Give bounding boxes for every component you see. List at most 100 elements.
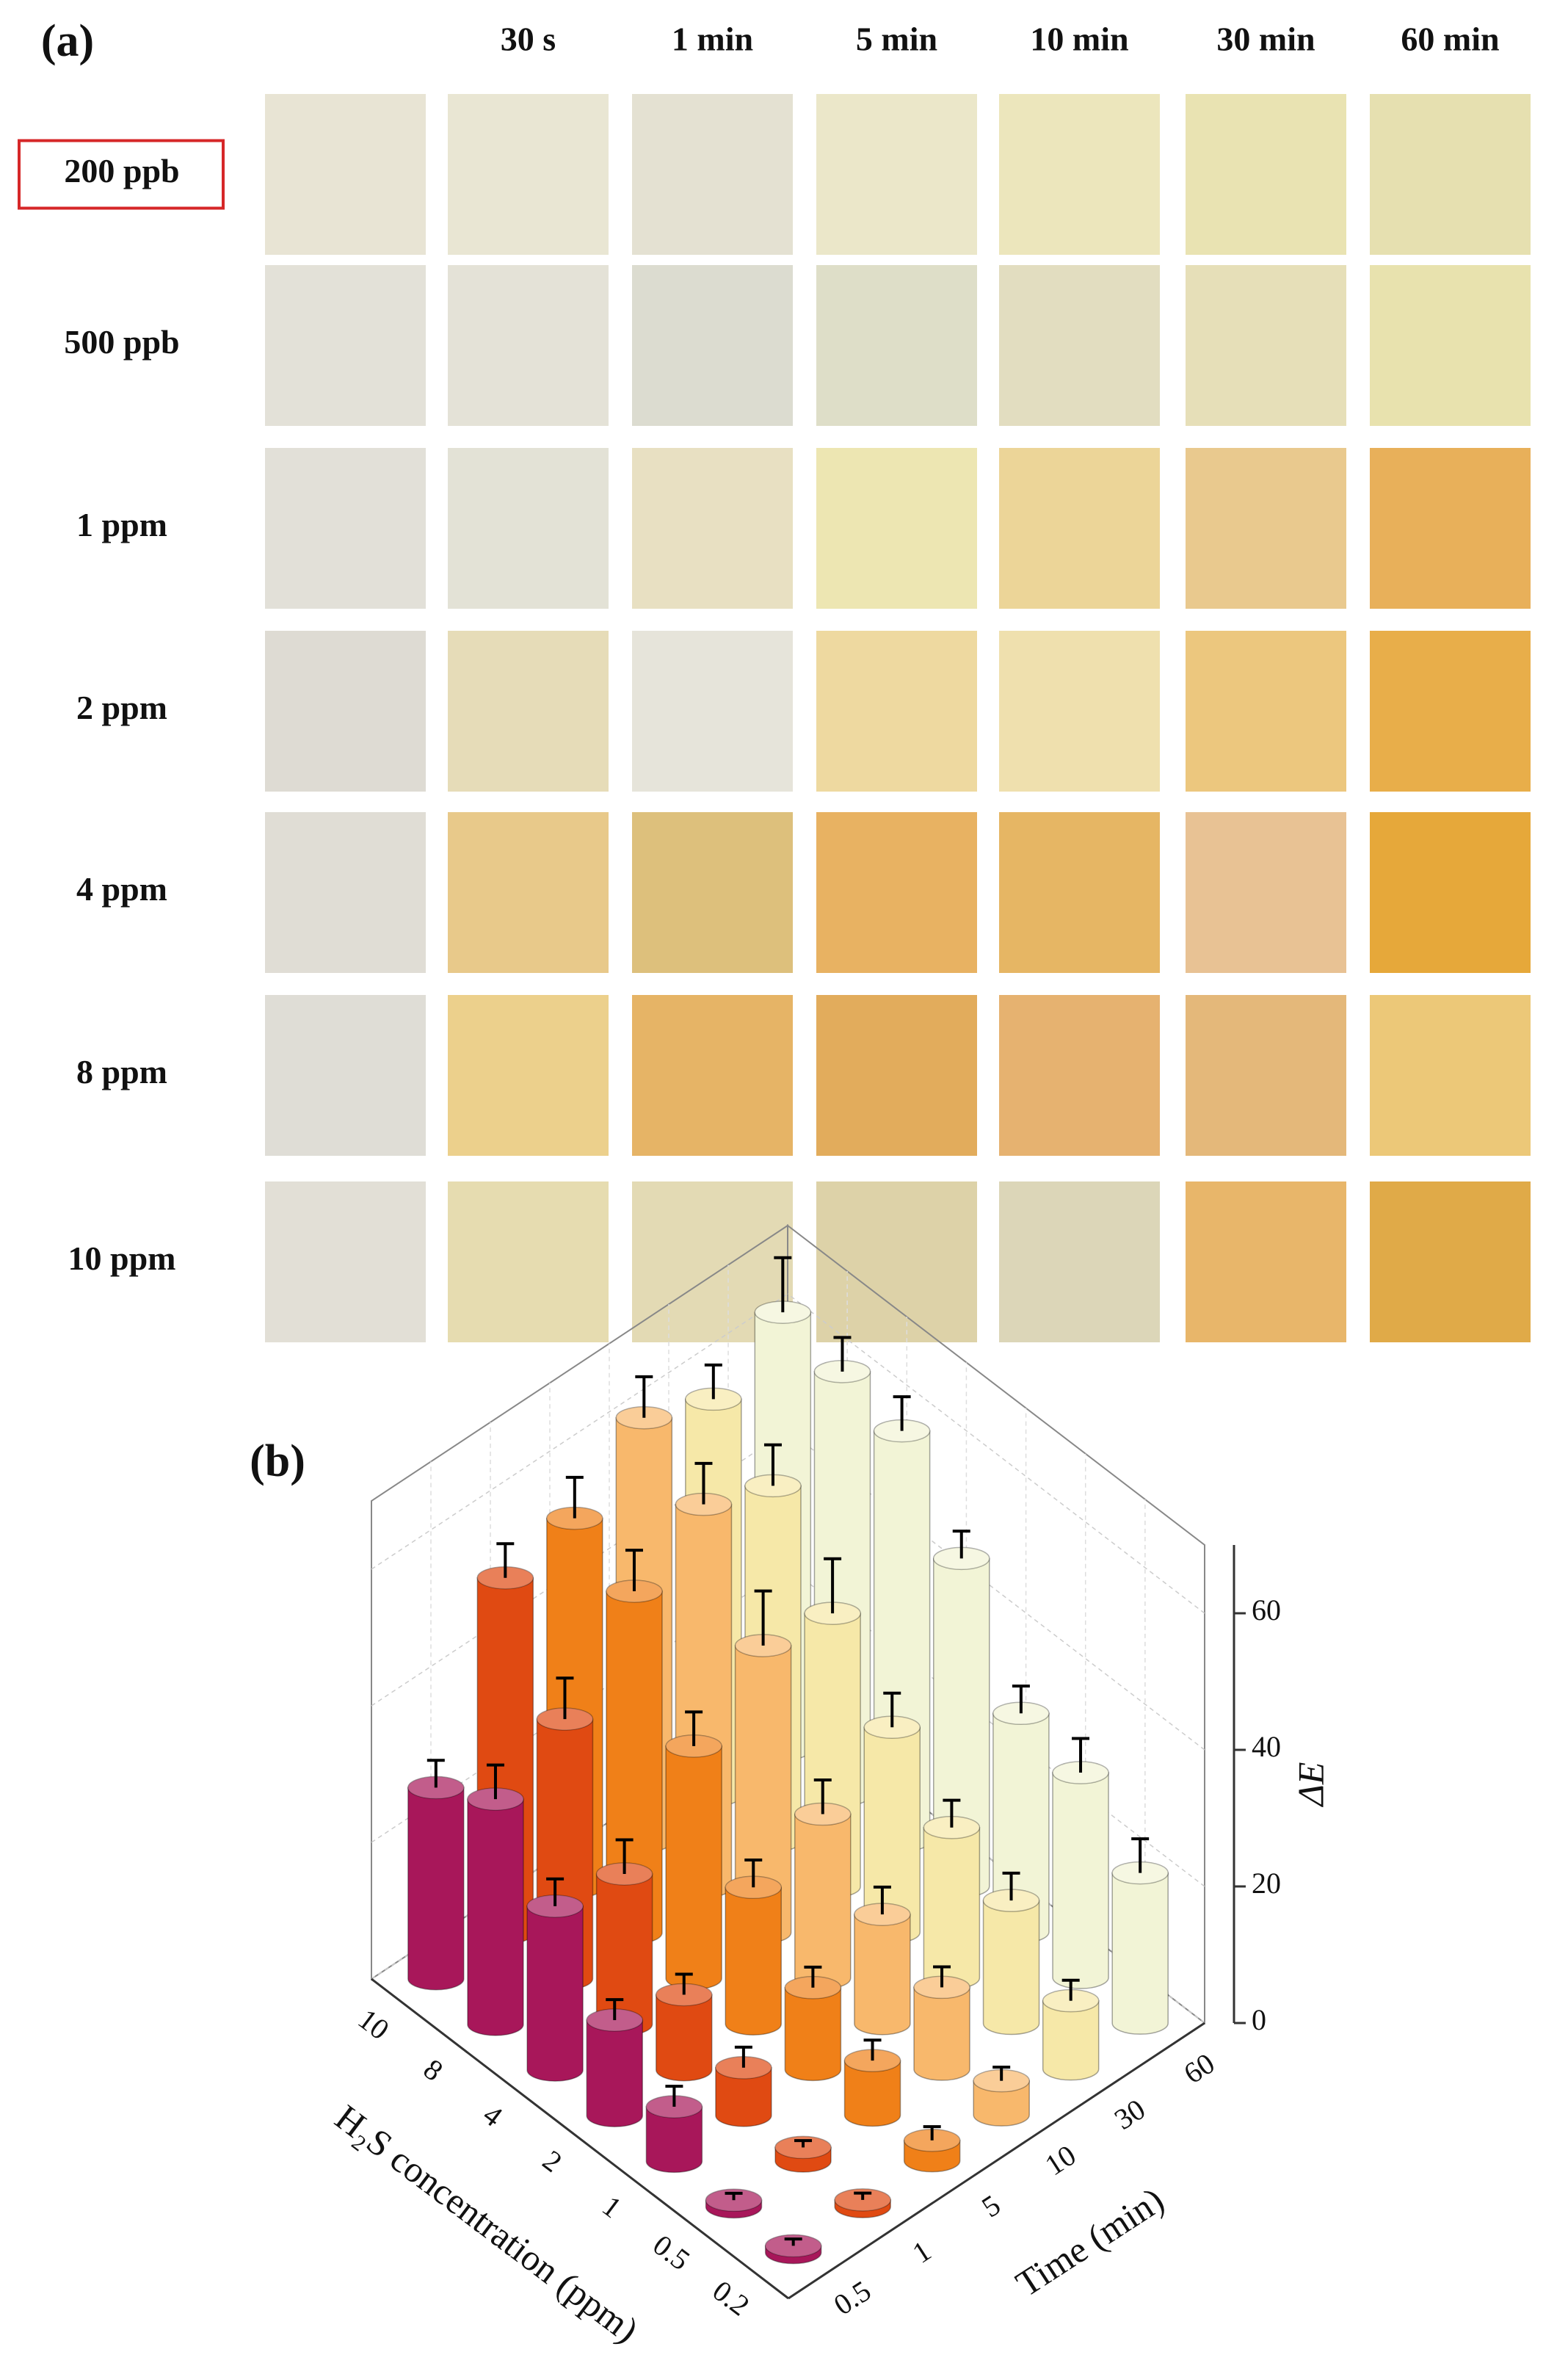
swatch xyxy=(1370,631,1531,792)
swatch xyxy=(1186,1182,1346,1342)
swatch xyxy=(1186,631,1346,792)
depth-tick-label: 1 xyxy=(907,2234,937,2270)
depth-tick-label: 60 xyxy=(1177,2047,1220,2091)
swatch xyxy=(448,1182,609,1342)
highlight-box xyxy=(18,139,225,210)
row-label: 1 ppm xyxy=(76,506,167,543)
swatch xyxy=(632,812,793,973)
y-tick-label: 0 xyxy=(1252,2003,1266,2036)
depth-tick-label: 5 xyxy=(976,2188,1006,2224)
column-header: 60 min xyxy=(1401,21,1499,58)
swatch xyxy=(632,94,793,255)
swatch xyxy=(999,631,1160,792)
bar xyxy=(665,1745,722,1990)
swatch xyxy=(816,265,977,426)
swatch xyxy=(265,1182,426,1342)
column-header: 1 min xyxy=(672,21,753,58)
panel-label: (b) xyxy=(250,1436,305,1486)
swatch xyxy=(999,94,1160,255)
bar xyxy=(407,1787,465,1991)
bar xyxy=(467,1798,524,2036)
row-label: 8 ppm xyxy=(76,1053,167,1090)
x-tick-label: 1 xyxy=(596,2189,628,2224)
swatch xyxy=(632,631,793,792)
bar xyxy=(1111,1872,1169,2035)
swatch xyxy=(1370,448,1531,609)
swatch xyxy=(816,995,977,1156)
swatch xyxy=(999,812,1160,973)
swatch xyxy=(448,812,609,973)
swatch xyxy=(1186,94,1346,255)
swatch xyxy=(632,265,793,426)
y-tick-label: 20 xyxy=(1252,1867,1281,1900)
grid-line xyxy=(787,1293,1205,1614)
swatch xyxy=(632,448,793,609)
swatch xyxy=(1186,812,1346,973)
x-tick-label: 0.2 xyxy=(707,2273,756,2322)
depth-axis-title: Time (min) xyxy=(1009,2179,1171,2304)
row-label: 10 ppm xyxy=(68,1240,176,1277)
swatch xyxy=(265,94,426,255)
swatch xyxy=(265,631,426,792)
x-axis-title: H₂S concentration (ppm) xyxy=(328,2096,647,2351)
swatch xyxy=(265,265,426,426)
bar xyxy=(794,1813,852,1990)
swatch xyxy=(448,995,609,1156)
bar xyxy=(843,2060,901,2127)
bar xyxy=(1042,2000,1100,2081)
swatch xyxy=(816,631,977,792)
bar xyxy=(715,2067,772,2127)
swatch xyxy=(1370,1182,1531,1342)
swatch xyxy=(999,448,1160,609)
bar xyxy=(725,1886,782,2035)
bar xyxy=(973,2080,1030,2127)
x-tick-label: 2 xyxy=(537,2143,568,2179)
swatch xyxy=(816,812,977,973)
x-tick-label: 8 xyxy=(418,2052,449,2088)
bar xyxy=(854,1914,911,2035)
swatch xyxy=(632,995,793,1156)
swatch xyxy=(265,448,426,609)
column-header: 10 min xyxy=(1030,21,1128,58)
bar xyxy=(923,1827,981,1990)
swatch xyxy=(265,812,426,973)
panel-label: (a) xyxy=(41,16,94,66)
axis-line xyxy=(371,1977,789,2300)
y-axis-title: ΔE xyxy=(1290,1762,1331,1808)
row-label: 500 ppb xyxy=(64,323,179,361)
swatch xyxy=(816,1182,977,1342)
swatch xyxy=(816,94,977,255)
axis-line xyxy=(788,2022,1205,2300)
swatch xyxy=(999,265,1160,426)
x-tick-label: 0.5 xyxy=(647,2228,696,2276)
bar xyxy=(586,2019,643,2127)
row-label: 200 ppb xyxy=(64,152,179,189)
depth-tick-label: 30 xyxy=(1108,2092,1151,2136)
row-label: 2 ppm xyxy=(76,689,167,726)
bar xyxy=(913,1986,970,2081)
bar xyxy=(526,1906,584,2082)
column-header: 30 s xyxy=(501,21,556,58)
y-tick-label: 60 xyxy=(1252,1593,1281,1626)
swatch xyxy=(816,448,977,609)
swatch xyxy=(999,1182,1160,1342)
bar xyxy=(645,2106,703,2174)
row-label: 4 ppm xyxy=(76,870,167,908)
swatch xyxy=(265,995,426,1156)
swatch xyxy=(1370,94,1531,255)
swatch xyxy=(999,995,1160,1156)
swatch xyxy=(448,94,609,255)
swatch xyxy=(1186,448,1346,609)
swatch xyxy=(1186,265,1346,426)
bar xyxy=(982,1900,1040,2035)
swatch xyxy=(448,448,609,609)
swatch xyxy=(1186,995,1346,1156)
swatch xyxy=(1370,265,1531,426)
column-header: 30 min xyxy=(1216,21,1315,58)
swatch xyxy=(448,631,609,792)
grid-line xyxy=(371,1293,788,1570)
y-tick-label: 40 xyxy=(1252,1730,1281,1763)
